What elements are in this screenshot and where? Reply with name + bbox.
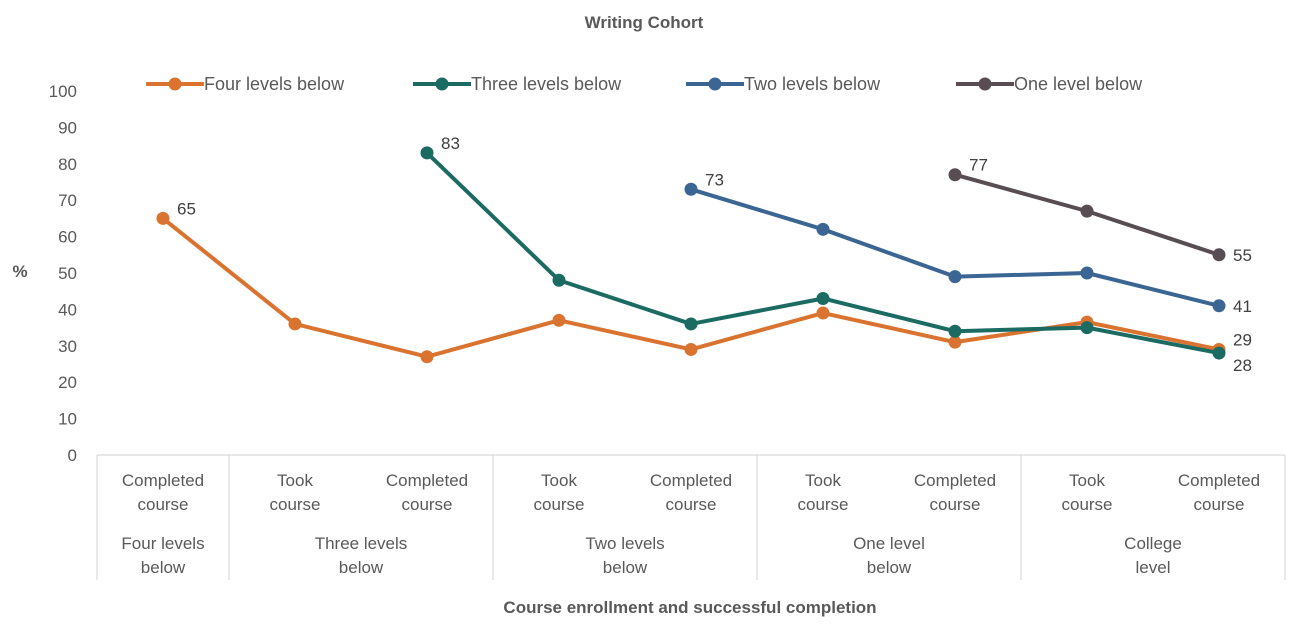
data-point [816, 222, 830, 236]
group-label: level [1136, 558, 1171, 577]
legend-label: One level below [1014, 74, 1143, 94]
category-label: Took [1069, 471, 1105, 490]
series-0 [156, 211, 1226, 364]
legend-swatch-marker [708, 77, 722, 91]
series-1 [420, 146, 1226, 360]
data-label: 65 [177, 199, 196, 218]
group-label: below [339, 558, 384, 577]
data-point [1080, 266, 1094, 280]
legend-item: Four levels below [146, 74, 345, 94]
data-label: 83 [441, 134, 460, 153]
category-label: Took [805, 471, 841, 490]
data-point [948, 324, 962, 338]
category-label: course [1193, 495, 1244, 514]
legend-swatch-marker [978, 77, 992, 91]
series-line [161, 216, 1220, 359]
category-label: course [269, 495, 320, 514]
legend-swatch-marker [168, 77, 182, 91]
group-label: below [141, 558, 186, 577]
legend-label: Two levels below [744, 74, 881, 94]
data-point [1080, 321, 1094, 335]
data-label: 73 [705, 170, 724, 189]
legend-swatch-marker [435, 77, 449, 91]
data-point [684, 182, 698, 196]
data-point [288, 317, 302, 331]
category-label: Completed [914, 471, 996, 490]
group-label: College [1124, 534, 1182, 553]
series-line [690, 187, 1220, 308]
y-axis-ticks: 0 10 20 30 40 50 60 70 80 90 100 [49, 82, 77, 465]
data-point [948, 335, 962, 349]
category-label: Completed [122, 471, 204, 490]
y-tick-label: 90 [58, 118, 77, 137]
data-label: 55 [1233, 246, 1252, 265]
x-axis: Completed course Took course Completed course… [96, 454, 1286, 580]
data-point [420, 350, 434, 364]
chart-title: Writing Cohort [585, 13, 704, 32]
group-label: below [603, 558, 648, 577]
data-label: 41 [1233, 297, 1252, 316]
y-tick-label: 80 [58, 155, 77, 174]
data-point [684, 317, 698, 331]
group-label: Four levels [121, 534, 204, 553]
group-label: Three levels [315, 534, 408, 553]
legend-item: Two levels below [686, 74, 881, 94]
y-tick-label: 50 [58, 264, 77, 283]
legend-label: Three levels below [471, 74, 622, 94]
group-label: One level [853, 534, 925, 553]
y-tick-label: 10 [58, 410, 77, 429]
data-point [552, 273, 566, 287]
category-label: course [401, 495, 452, 514]
category-label: course [137, 495, 188, 514]
data-point [156, 211, 170, 225]
y-tick-label: 30 [58, 337, 77, 356]
data-point [948, 270, 962, 284]
group-label: Two levels [585, 534, 664, 553]
data-point [552, 313, 566, 327]
data-label: 77 [969, 156, 988, 175]
category-label: Completed [1178, 471, 1260, 490]
category-label: course [797, 495, 848, 514]
y-tick-label: 0 [68, 446, 77, 465]
series-3 [948, 168, 1226, 262]
x-axis-title: Course enrollment and successful complet… [503, 598, 876, 617]
data-point [1080, 204, 1094, 218]
group-label: below [867, 558, 912, 577]
data-point [684, 342, 698, 356]
data-point [1212, 248, 1226, 262]
data-point [420, 146, 434, 160]
legend: Four levels below Three levels below Two l… [146, 74, 1143, 94]
data-labels: 65 83 73 77 55 41 29 28 [177, 134, 1252, 375]
category-label: course [1061, 495, 1112, 514]
series-layer [156, 146, 1226, 364]
y-tick-label: 100 [49, 82, 77, 101]
category-label: course [929, 495, 980, 514]
category-label: course [665, 495, 716, 514]
category-label: Completed [386, 471, 468, 490]
legend-item: Three levels below [413, 74, 622, 94]
category-label: Took [277, 471, 313, 490]
series-2 [684, 182, 1226, 313]
y-tick-label: 60 [58, 228, 77, 247]
data-label: 28 [1233, 356, 1252, 375]
category-label: course [533, 495, 584, 514]
legend-label: Four levels below [204, 74, 345, 94]
data-point [1212, 346, 1226, 360]
y-tick-label: 20 [58, 373, 77, 392]
data-point [816, 291, 830, 305]
y-tick-label: 40 [58, 300, 77, 319]
category-label: Took [541, 471, 577, 490]
data-label: 29 [1233, 330, 1252, 349]
y-axis-title: % [12, 262, 27, 281]
data-point [1212, 299, 1226, 313]
data-point [948, 168, 962, 182]
legend-item: One level below [956, 74, 1143, 94]
y-tick-label: 70 [58, 191, 77, 210]
data-point [816, 306, 830, 320]
category-label: Completed [650, 471, 732, 490]
